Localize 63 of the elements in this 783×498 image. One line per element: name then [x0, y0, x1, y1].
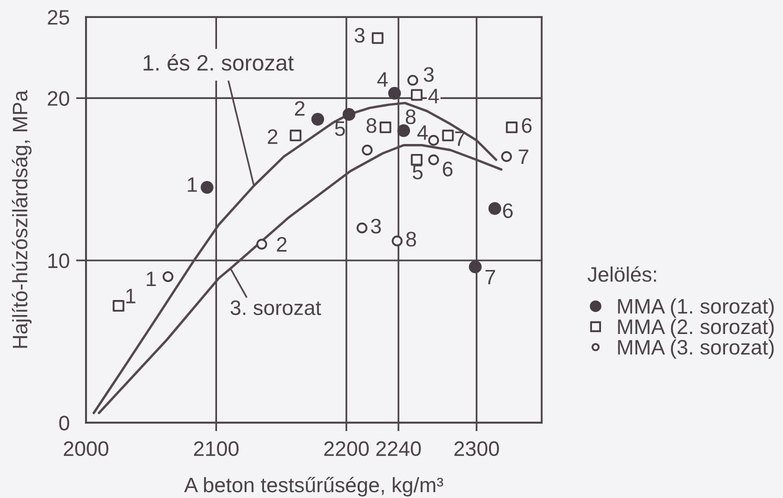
legend-label: MMA (2. sorozat): [618, 318, 774, 338]
x-tick-label: 2000: [64, 441, 108, 456]
x-tick-label: 2240: [376, 441, 421, 456]
legend-label: MMA (3. sorozat): [618, 339, 774, 359]
annotation: 7: [455, 132, 465, 146]
annotation: 8: [406, 109, 416, 124]
point: [501, 151, 512, 162]
point: [506, 122, 518, 134]
point: [410, 154, 422, 166]
point: [397, 124, 410, 137]
x-tick-label: 2300: [454, 441, 499, 456]
point: [410, 89, 422, 101]
x-tick-label: 2200: [324, 441, 369, 456]
text: 1. és 2. sorozat: [144, 54, 294, 71]
point: [362, 144, 373, 156]
annotation: 3: [424, 67, 434, 82]
annotation: 5: [335, 121, 345, 136]
annotation: 3: [371, 218, 381, 234]
annotation: 6: [503, 203, 513, 218]
point: [488, 202, 502, 215]
point: [356, 222, 368, 234]
point: [407, 74, 418, 86]
y-axis-title: Hajlító-húzószilárdság, MPa: [12, 90, 32, 348]
point: [372, 32, 384, 44]
annotation: 1: [126, 288, 136, 304]
annotation: 6: [522, 118, 532, 133]
point: [388, 86, 401, 100]
y-tick-label: 0: [59, 416, 70, 430]
y-tick-label: 25: [48, 10, 70, 25]
annotation: 2: [294, 101, 304, 116]
annotation: 3: [354, 28, 365, 43]
legend-title: Jelölés:: [588, 266, 656, 282]
annotation: 8: [406, 232, 416, 247]
legend-label: MMA (1. sorozat): [618, 298, 774, 318]
point: [311, 112, 324, 126]
point: [342, 108, 356, 121]
point: [256, 238, 268, 250]
annotation: 4: [417, 125, 428, 140]
point: [162, 271, 174, 282]
annotation: 7: [486, 270, 496, 284]
annotation: 2: [277, 237, 286, 252]
point: [468, 260, 482, 274]
x-axis-title: A beton testsűrűsége, kg/m³: [184, 476, 444, 497]
annotation: 6: [442, 162, 452, 176]
annotation: 4: [428, 88, 439, 104]
y-tick-label: 20: [48, 91, 70, 106]
series-label: 3. sorozat: [230, 300, 322, 316]
point: [112, 300, 124, 312]
point: [428, 154, 440, 166]
point: [428, 134, 440, 146]
x-tick-label: 2100: [194, 441, 239, 456]
point: [290, 130, 302, 142]
annotation: 2: [268, 129, 278, 144]
y-tick-label: 10: [48, 253, 70, 268]
annotation: 7: [518, 150, 528, 164]
point: [380, 122, 392, 134]
annotation: 8: [366, 118, 376, 133]
annotation: 4: [377, 72, 388, 87]
annotation: 1: [188, 177, 197, 192]
point: [392, 236, 403, 246]
point: [442, 130, 454, 142]
point: [200, 181, 214, 194]
annotation: 1: [146, 272, 156, 286]
